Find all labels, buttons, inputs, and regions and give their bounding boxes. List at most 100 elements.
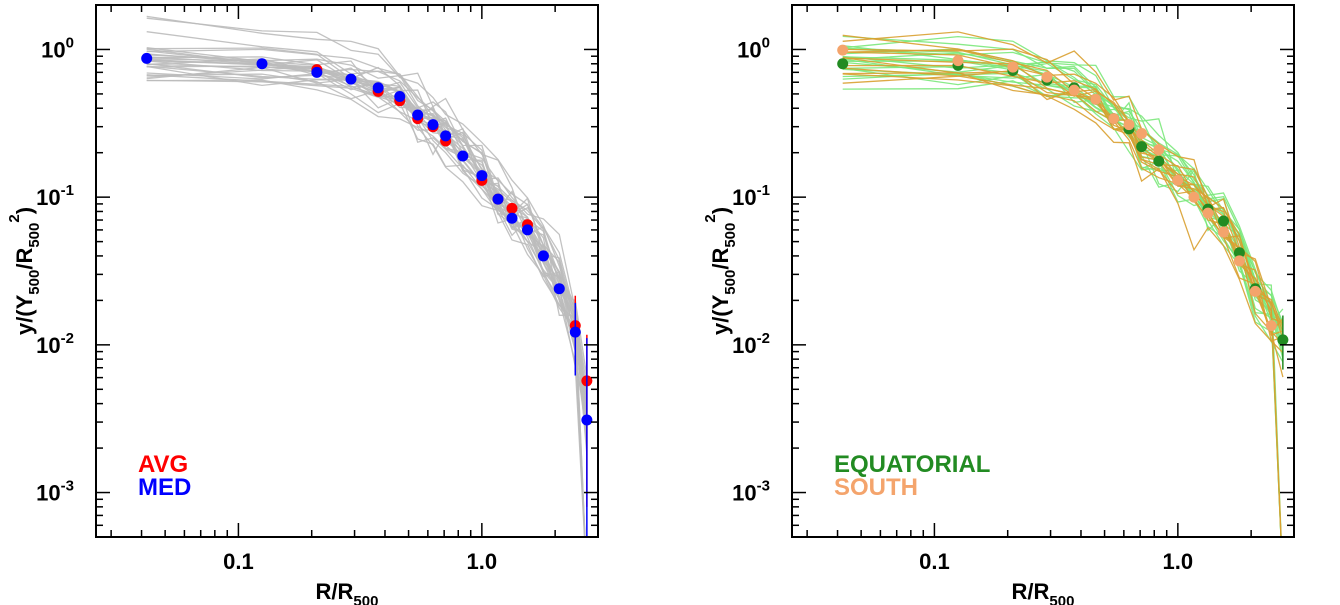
y-tick-base: 10 [732, 185, 756, 210]
y-tick-label: 100 [41, 34, 74, 62]
y-tick-base: 10 [732, 481, 756, 506]
y-tick-label: 10-1 [36, 182, 74, 210]
y-tick-exponent: -3 [61, 478, 74, 495]
background-profile-line [146, 65, 588, 400]
background-profile-line [146, 60, 586, 537]
data-point [581, 414, 593, 426]
background-profile-line [842, 57, 1284, 336]
background-profile-line [146, 50, 588, 421]
data-point [522, 224, 534, 236]
data-point [1007, 61, 1019, 73]
x-tick-label: 0.1 [223, 549, 254, 574]
data-point [1041, 71, 1053, 83]
plot-area [141, 15, 593, 537]
background-profile-line [842, 49, 1282, 537]
background-profile-line [842, 58, 1284, 332]
y-tick-label: 10-3 [36, 478, 74, 506]
background-profile-line [146, 48, 586, 537]
data-point [394, 91, 406, 103]
y-axis-label-part: y/(Y [12, 294, 37, 335]
y-axis-label-part: 500 [722, 223, 739, 248]
data-point [345, 73, 357, 85]
legend-label-south: SOUTH [834, 474, 918, 501]
data-point [1172, 174, 1184, 186]
background-profile-line [146, 58, 586, 537]
y-tick-exponent: -2 [757, 330, 770, 347]
x-axis-label-subscript: 500 [1049, 593, 1074, 605]
y-tick-exponent: 0 [66, 34, 74, 51]
background-profile-line [146, 74, 586, 537]
x-axis-label: R/R500 [1012, 579, 1075, 605]
data-point [412, 109, 424, 121]
data-point [1153, 155, 1165, 167]
plot-frame [95, 4, 599, 538]
data-point [553, 283, 565, 295]
background-profile-line [842, 69, 1284, 345]
y-tick-exponent: -1 [757, 182, 770, 199]
background-profile-line [146, 57, 588, 400]
data-point [506, 212, 518, 224]
background-profile-line [146, 63, 588, 412]
data-point [311, 66, 323, 78]
series-south [837, 44, 1277, 332]
background-profile-line [146, 79, 588, 424]
background-profile-line [146, 65, 588, 426]
background-profile-line [842, 66, 1282, 537]
series-med [141, 52, 593, 537]
data-point [440, 130, 452, 142]
data-point [476, 170, 488, 182]
y-tick-label: 10-2 [36, 330, 74, 358]
data-point [1068, 84, 1080, 96]
data-point [492, 193, 504, 205]
background-profile-line [146, 59, 588, 433]
axis-ticks [792, 4, 1295, 538]
y-axis-label: y/(Y500/R5002) [6, 207, 43, 335]
y-tick-label: 100 [737, 34, 770, 62]
y-axis-label-part: ) [708, 207, 733, 214]
background-profile-line [146, 15, 586, 537]
y-axis-label-part: 500 [26, 270, 43, 295]
data-point [1265, 320, 1277, 332]
y-tick-base: 10 [41, 37, 65, 62]
y-tick-exponent: -2 [61, 330, 74, 347]
background-profile-line [146, 65, 586, 537]
y-axis-label-part: 500 [26, 223, 43, 248]
data-point [1108, 113, 1120, 125]
y-axis-label-part: ) [12, 207, 37, 214]
y-tick-base: 10 [737, 37, 761, 62]
background-profile-line [146, 72, 588, 455]
x-tick-label: 0.1 [919, 549, 950, 574]
y-tick-label: 10-3 [732, 478, 770, 506]
legend-label-equatorial: EQUATORIAL [834, 451, 990, 478]
y-axis-label-part: 500 [722, 270, 739, 295]
data-point [537, 250, 549, 262]
y-axis-label: y/(Y500/R5002) [702, 207, 739, 335]
y-axis-label-part: /R [12, 248, 37, 270]
data-point [1123, 119, 1135, 131]
background-profile-line [842, 73, 1284, 354]
y-tick-label: 10-1 [732, 182, 770, 210]
x-axis-label-main: R/R [1012, 579, 1050, 604]
y-tick-label: 10-2 [732, 330, 770, 358]
right-panel: 0.1 1.010010-110-210-3R/R500y/(Y500/R5002… [702, 4, 1295, 605]
data-point [837, 44, 849, 56]
data-point [1249, 285, 1261, 297]
background-profile-line [146, 47, 588, 439]
data-point [1090, 93, 1102, 105]
background-profile-line [146, 73, 588, 447]
y-axis-label-part: 2 [702, 214, 719, 222]
data-point [569, 326, 581, 338]
background-profile-line [842, 55, 1282, 537]
y-tick-base: 10 [36, 333, 60, 358]
plot-area [837, 31, 1289, 537]
data-point [1233, 247, 1245, 259]
axis-ticks [96, 4, 599, 538]
y-tick-exponent: 0 [762, 34, 770, 51]
data-point [1202, 207, 1214, 219]
x-axis-label-subscript: 500 [353, 593, 378, 605]
y-axis-label-part: y/(Y [708, 294, 733, 335]
background-profile-line [842, 60, 1282, 537]
data-point [1233, 255, 1245, 267]
data-point [256, 58, 268, 70]
